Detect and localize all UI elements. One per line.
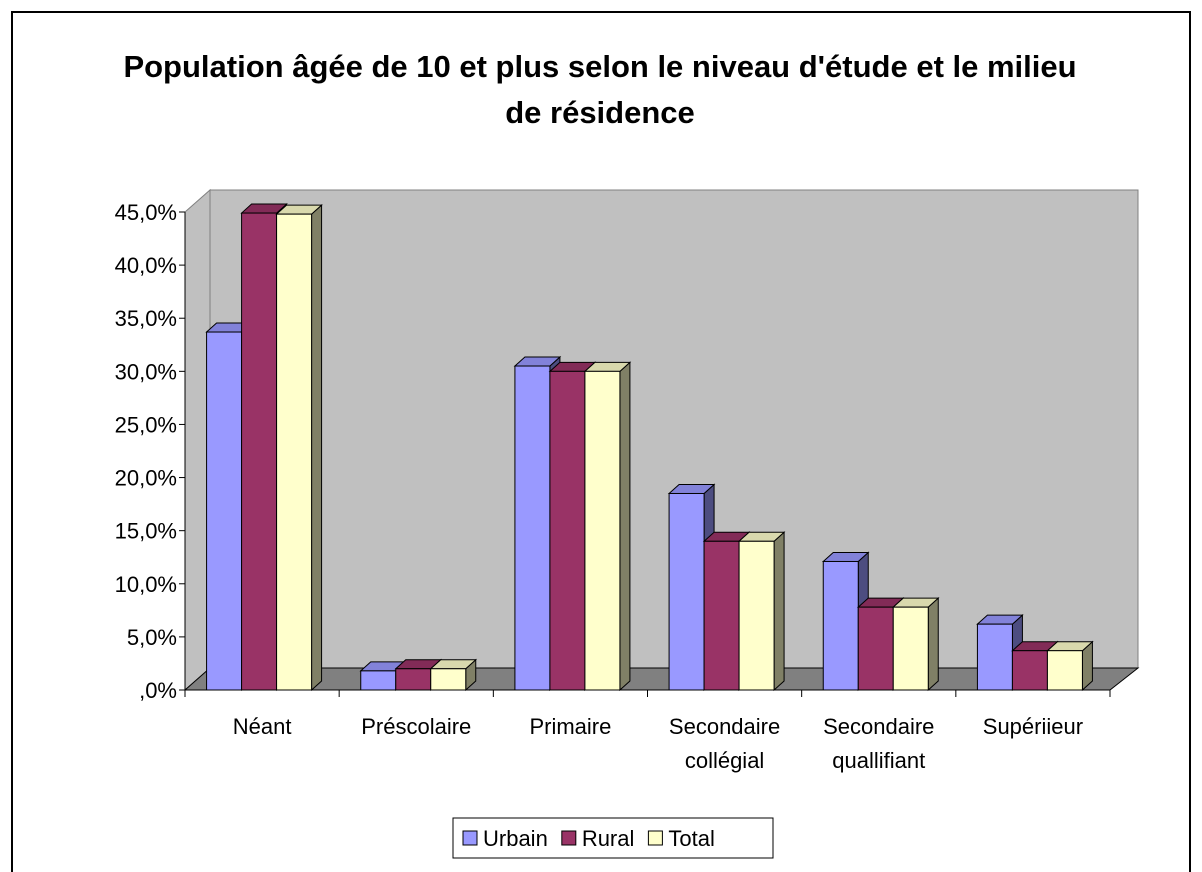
bar xyxy=(891,597,940,692)
y-tick-label: 45,0% xyxy=(115,200,177,225)
legend-swatch xyxy=(561,830,577,846)
x-tick-label-line: Néant xyxy=(233,714,292,739)
bar xyxy=(429,658,478,692)
bar-front xyxy=(206,331,243,691)
x-tick-label: Secondaire quallifiant xyxy=(823,714,934,773)
y-tick-label: 20,0% xyxy=(115,466,177,491)
bar-front xyxy=(549,370,586,691)
bar-front xyxy=(668,492,705,691)
bar-front xyxy=(430,668,467,691)
x-tick-label: Néant xyxy=(233,714,292,739)
bar xyxy=(583,361,632,692)
bar-front xyxy=(976,623,1013,691)
bar xyxy=(275,204,323,692)
x-tick-label-line: Secondaire xyxy=(669,714,780,739)
bar-front xyxy=(514,365,551,691)
bar-side xyxy=(927,597,939,692)
legend: Urbain Rural Total xyxy=(452,817,774,859)
x-tick-label-line: Préscolaire xyxy=(361,714,471,739)
legend-swatch xyxy=(647,830,663,846)
x-tick-label: Secondaire collégial xyxy=(669,714,780,773)
bar-front xyxy=(360,670,397,691)
y-tick-label: ,0% xyxy=(139,678,177,703)
x-tick-label: Primaire xyxy=(529,714,611,739)
y-tick-label: 10,0% xyxy=(115,572,177,597)
y-tick-label: 15,0% xyxy=(115,519,177,544)
legend-box xyxy=(452,817,774,859)
bar-front xyxy=(1046,650,1083,691)
x-tick-label-line: Supériieur xyxy=(983,714,1083,739)
bar-side xyxy=(773,531,785,692)
bar-front xyxy=(395,668,432,691)
legend-label: Urbain xyxy=(483,826,548,851)
x-tick-label-line: quallifiant xyxy=(832,748,925,773)
bar-front xyxy=(241,212,278,691)
bar-front xyxy=(822,560,859,691)
y-tick-label: 30,0% xyxy=(115,359,177,384)
bar-front xyxy=(892,606,929,691)
y-tick-label: 35,0% xyxy=(115,306,177,331)
legend-swatch xyxy=(462,830,478,846)
y-tick-label: 25,0% xyxy=(115,412,177,437)
x-tick-label: Préscolaire xyxy=(361,714,471,739)
x-tick-label-line: collégial xyxy=(685,748,765,773)
x-tick-label-line: Primaire xyxy=(529,714,611,739)
x-tick-label-line: Secondaire xyxy=(823,714,934,739)
y-tick-label: 5,0% xyxy=(127,625,177,650)
bar-front xyxy=(1011,650,1048,691)
bar-side xyxy=(619,361,631,692)
chart-frame xyxy=(11,11,1191,872)
legend-label: Total xyxy=(668,826,714,851)
x-tick-label: Supériieur xyxy=(983,714,1083,739)
bar xyxy=(737,531,786,692)
y-tick-label: 40,0% xyxy=(115,253,177,278)
legend-label: Rural xyxy=(582,826,635,851)
chart-title: Population âgée de 10 et plus selon le n… xyxy=(123,49,1077,130)
bar-front xyxy=(857,606,894,691)
bar-front xyxy=(703,540,740,691)
bar-side xyxy=(311,204,323,692)
bar-front xyxy=(738,540,775,691)
bar-front xyxy=(276,213,313,691)
bar-front xyxy=(584,370,621,691)
bar xyxy=(1046,640,1094,692)
